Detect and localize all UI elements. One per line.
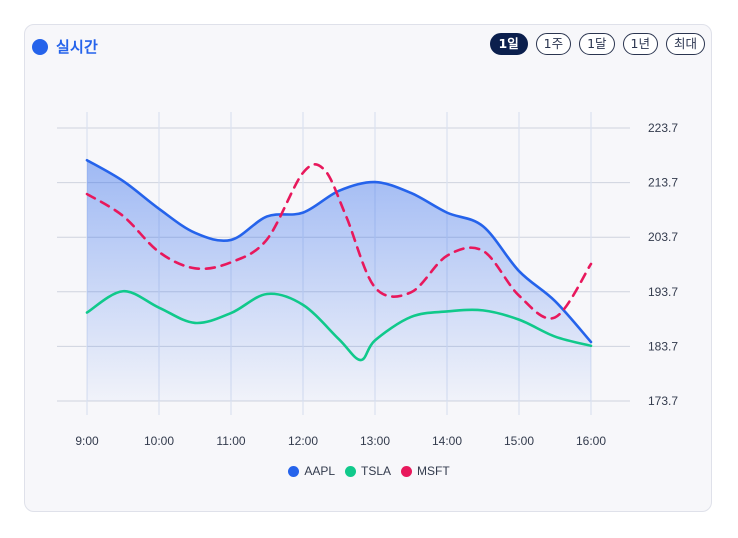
legend-label: MSFT bbox=[417, 464, 450, 478]
legend-label: AAPL bbox=[304, 464, 335, 478]
x-tick-label: 10:00 bbox=[144, 434, 174, 448]
series-line-msft bbox=[85, 163, 593, 320]
x-axis: 9:00 10:00 11:00 12:00 13:00 14:00 15:00 16:00 bbox=[75, 434, 606, 448]
legend-item-aapl[interactable]: AAPL bbox=[288, 464, 335, 478]
x-tick-label: 12:00 bbox=[288, 434, 318, 448]
legend-item-msft[interactable]: MSFT bbox=[401, 464, 450, 478]
live-indicator: 실시간 bbox=[32, 36, 98, 57]
series-lines bbox=[85, 158, 593, 362]
series-line-tsla bbox=[85, 289, 593, 362]
legend-swatch-icon bbox=[288, 465, 300, 477]
y-tick-label: 173.7 bbox=[648, 394, 678, 408]
range-button-1w[interactable]: 1주 bbox=[535, 33, 572, 55]
series-area-aapl bbox=[87, 160, 591, 401]
range-button-1d[interactable]: 1일 bbox=[489, 33, 528, 55]
legend-label: TSLA bbox=[361, 464, 392, 478]
x-tick-label: 13:00 bbox=[360, 434, 390, 448]
y-tick-label: 213.7 bbox=[648, 176, 678, 190]
range-button-1m[interactable]: 1달 bbox=[579, 33, 615, 55]
y-tick-label: 223.7 bbox=[648, 121, 678, 135]
x-tick-label: 11:00 bbox=[216, 434, 245, 448]
y-tick-label: 183.7 bbox=[648, 339, 678, 353]
live-dot-icon bbox=[32, 38, 48, 55]
y-tick-label: 193.7 bbox=[648, 285, 678, 299]
legend-swatch-icon bbox=[401, 465, 413, 477]
y-axis: 223.7 213.7 203.7 193.7 183.7 173.7 bbox=[648, 121, 678, 408]
range-button-1y[interactable]: 1년 bbox=[622, 33, 658, 55]
legend-swatch-icon bbox=[345, 465, 356, 477]
area-layer bbox=[87, 160, 591, 401]
x-tick-label: 14:00 bbox=[432, 434, 462, 448]
legend: AAPL TSLA MSFT bbox=[0, 464, 738, 478]
live-label: 실시간 bbox=[56, 39, 99, 56]
series-line-aapl bbox=[85, 158, 593, 344]
x-tick-label: 16:00 bbox=[576, 434, 606, 448]
time-range-selector: 1일 1주 1달 1년 최대 bbox=[489, 33, 705, 55]
y-tick-label: 203.7 bbox=[648, 230, 678, 244]
x-tick-label: 9:00 bbox=[75, 434, 99, 448]
legend-item-tsla[interactable]: TSLA bbox=[345, 464, 391, 478]
x-tick-label: 15:00 bbox=[504, 434, 534, 448]
range-button-max[interactable]: 최대 bbox=[665, 33, 705, 55]
